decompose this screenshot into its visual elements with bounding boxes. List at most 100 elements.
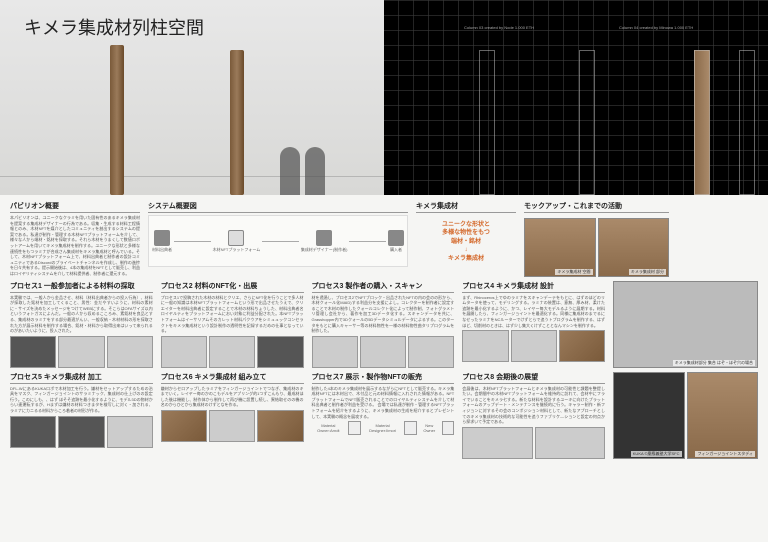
thumb-image <box>161 336 207 368</box>
section-process3: プロセス3 製作者の購入・スキャン 材を透過し、プロセス2でNFTブロック・出品… <box>312 281 455 368</box>
wireframe-col-4 <box>739 50 755 195</box>
section-chimera: キメラ集成材 ユニークな形状と 多様な物性をもつ 端材・銘材 ↓ キメラ集成材 <box>416 201 516 277</box>
section-body: 制作した4本のキメラ集成材を展示するながらにNFTとして販売する。キメラ集成材N… <box>312 386 455 420</box>
section-process1: プロセス1 一般参加者による材料の採取 本実験では、一般人から金品させ、材料（材… <box>10 281 153 368</box>
section-overview: パビリオン概要 本パビリオンは、ユニークなクラミを用いた固有性のあるキメラ集成材… <box>10 201 140 277</box>
row-3: プロセス5 キメラ集成材 加工 DFL-WにあるKUKAロボで木材加工を行う。嫌… <box>10 372 758 459</box>
sidebar-row2: キメラ集成材部分 集合 はぞ・ほぞ穴の場合 <box>613 281 758 368</box>
section-body: 本実験では、一般人から金品させ、材料（材料出典者からの投入行為）、材料が採取した… <box>10 295 153 334</box>
node-buyer <box>388 230 404 246</box>
mat-label: Material Owner:Arndt <box>312 423 346 433</box>
section-title: プロセス6 キメラ集成材 組み立て <box>161 372 304 384</box>
side-image-3: キメラ集成材部分 集合 はぞ・ほぞ穴の場合 <box>613 281 758 368</box>
arrow-icon <box>349 241 386 242</box>
mat-box <box>348 421 361 435</box>
figure-person-1 <box>280 147 300 195</box>
thumb-image <box>408 336 454 368</box>
material-owner-row: Material Owner:Arndt Material Designer:I… <box>312 421 455 435</box>
main-title: キメラ集成材列柱空間 <box>24 14 204 40</box>
wireframe-col-3 <box>694 50 710 195</box>
thumb-image <box>511 330 557 362</box>
thumbnail-row <box>161 336 304 368</box>
node-platform <box>228 230 244 246</box>
sidebar-row3: KUKA ©慶應義塾大学SFC フィンガージョイントスタディ <box>613 372 758 459</box>
system-diagram: 材料出典者 木材NFTプラットフォーム 集成材デザイナー(制作者) 購入者 <box>148 215 408 267</box>
mat-label: Material Designer:Iimori <box>364 423 402 433</box>
section-process8: プロセス8 会期後の展望 会展後は、木材NFTプラットフォームとキメラ集成材の可… <box>462 372 605 459</box>
diagram-label: 木材NFTプラットフォーム <box>213 247 261 253</box>
section-title: プロセス4 キメラ集成材 設計 <box>462 281 605 293</box>
annotation-col3: Column 03 created by Node 1.000 ETH <box>464 25 534 30</box>
thumb-image <box>360 336 406 368</box>
thumb-image <box>462 427 532 459</box>
section-process4: プロセス4 キメラ集成材 設計 まず、Rhinoceros上でゆのラミナをスキャ… <box>462 281 605 368</box>
section-title: プロセス2 材料のNFT化・出展 <box>161 281 304 293</box>
figure-person-2 <box>305 147 325 195</box>
diagram-label: 購入者 <box>390 247 402 253</box>
section-title: パビリオン概要 <box>10 201 140 213</box>
highlight-text: ユニークな形状と 多様な物性をもつ 端材・銘材 ↓ キメラ集成材 <box>416 221 516 263</box>
section-title: プロセス5 キメラ集成材 加工 <box>10 372 153 384</box>
mat-box <box>404 421 417 435</box>
thumbnail-row <box>462 330 605 362</box>
thumb-image <box>535 427 605 459</box>
section-title: モックアップ・これまでの活動 <box>524 201 669 213</box>
node-provider <box>154 230 170 246</box>
section-body: 本パビリオンは、ユニークなクラミを用いた固有性のあるキメラ集成材を提案する集成材… <box>10 215 140 277</box>
node-designer <box>316 230 332 246</box>
section-body: 会展後は、木材NFTプラットフォームとキメラ集成材の可能性と課題を整提したい。会… <box>462 386 605 425</box>
side-image-finger: フィンガージョイントスタディ <box>687 372 759 459</box>
diagram-label: 材料出典者 <box>152 247 172 253</box>
thumb-image <box>58 336 104 368</box>
section-body: DFL-WにあるKUKAロボで木材加工を行う。嫌材をセットアップするための治具を… <box>10 386 153 414</box>
section-body: 嫌材からセロアップしたラミナをフィンガージョイントでつなぎ、集成材のキまでいく。… <box>161 386 304 408</box>
side-image-kuka: KUKA ©慶應義塾大学SFC <box>613 372 685 459</box>
section-title: プロセス3 製作者の購入・スキャン <box>312 281 455 293</box>
thumb-image <box>312 336 358 368</box>
thumb-image <box>107 336 153 368</box>
section-title: プロセス7 展示・製作物NFTの販売 <box>312 372 455 384</box>
thumb-image <box>107 416 153 448</box>
section-process5: プロセス5 キメラ集成材 加工 DFL-WにあるKUKAロボで木材加工を行う。嫌… <box>10 372 153 459</box>
section-body: まず、Rhinoceros上でゆのラミナをスキャンデーテをもとに、はずのほどのリ… <box>462 295 605 329</box>
thumb-image <box>257 410 303 442</box>
arrow-icon <box>174 241 211 242</box>
section-body: プロセス1で投稿された木材の材料とクリエ、さらにNFT化を行うことで多人材に一般… <box>161 295 304 334</box>
thumbnail-row <box>10 416 153 448</box>
section-title: キメラ集成材 <box>416 201 516 213</box>
section-process7: プロセス7 展示・製作物NFTの販売 制作した4本のキメラ集成材を展示するながら… <box>312 372 455 459</box>
thumb-image <box>209 410 255 442</box>
column-render-2 <box>230 50 244 195</box>
section-title: プロセス8 会期後の展望 <box>462 372 605 384</box>
content-area: パビリオン概要 本パビリオンは、ユニークなクラミを用いた固有性のあるキメラ集成材… <box>0 195 768 465</box>
hero-render-left: キメラ集成材列柱空間 <box>0 0 384 195</box>
mockup-image-2: キメラ集成材 部分 <box>598 218 670 277</box>
thumb-image <box>161 410 207 442</box>
hero-render-right: Column 03 created by Node 1.000 ETH Colu… <box>384 0 768 195</box>
section-title: システム概要図 <box>148 201 408 213</box>
thumb-image <box>559 330 605 362</box>
hero-section: キメラ集成材列柱空間 Column 03 created by Node 1.0… <box>0 0 768 195</box>
thumbnail-row <box>462 427 605 459</box>
row-2: プロセス1 一般参加者による材料の採取 本実験では、一般人から金品させ、材料（材… <box>10 281 758 368</box>
section-process6: プロセス6 キメラ集成材 組み立て 嫌材からセロアップしたラミナをフィンガージョ… <box>161 372 304 459</box>
thumb-image <box>10 336 56 368</box>
section-process2: プロセス2 材料のNFT化・出展 プロセス1で投稿された木材の材料とクリエ、さら… <box>161 281 304 368</box>
thumb-image <box>257 336 303 368</box>
mat-box <box>442 421 455 435</box>
thumb-image <box>209 336 255 368</box>
column-render-1 <box>110 45 124 195</box>
row-1: パビリオン概要 本パビリオンは、ユニークなクラミを用いた固有性のあるキメラ集成材… <box>10 201 758 277</box>
wireframe-col-1 <box>479 50 495 195</box>
mat-label: New Owner <box>420 423 439 433</box>
sidebar-mockup: モックアップ・これまでの活動 キメラ集成材 空間 キメラ集成材 部分 <box>524 201 669 277</box>
mockup-image-1: キメラ集成材 空間 <box>524 218 596 277</box>
section-title: プロセス1 一般参加者による材料の採取 <box>10 281 153 293</box>
thumb-image <box>10 416 56 448</box>
diagram-label: 集成材デザイナー(制作者) <box>301 247 348 253</box>
thumbnail-row <box>161 410 304 442</box>
section-body: 材を透過し、プロセス2でNFTブロック・出品されたNFTの内の会のの形から、木材… <box>312 295 455 334</box>
annotation-col4: Column 04 created by Minowa 1.000 ETH <box>619 25 693 30</box>
thumb-image <box>58 416 104 448</box>
thumb-image <box>462 330 508 362</box>
